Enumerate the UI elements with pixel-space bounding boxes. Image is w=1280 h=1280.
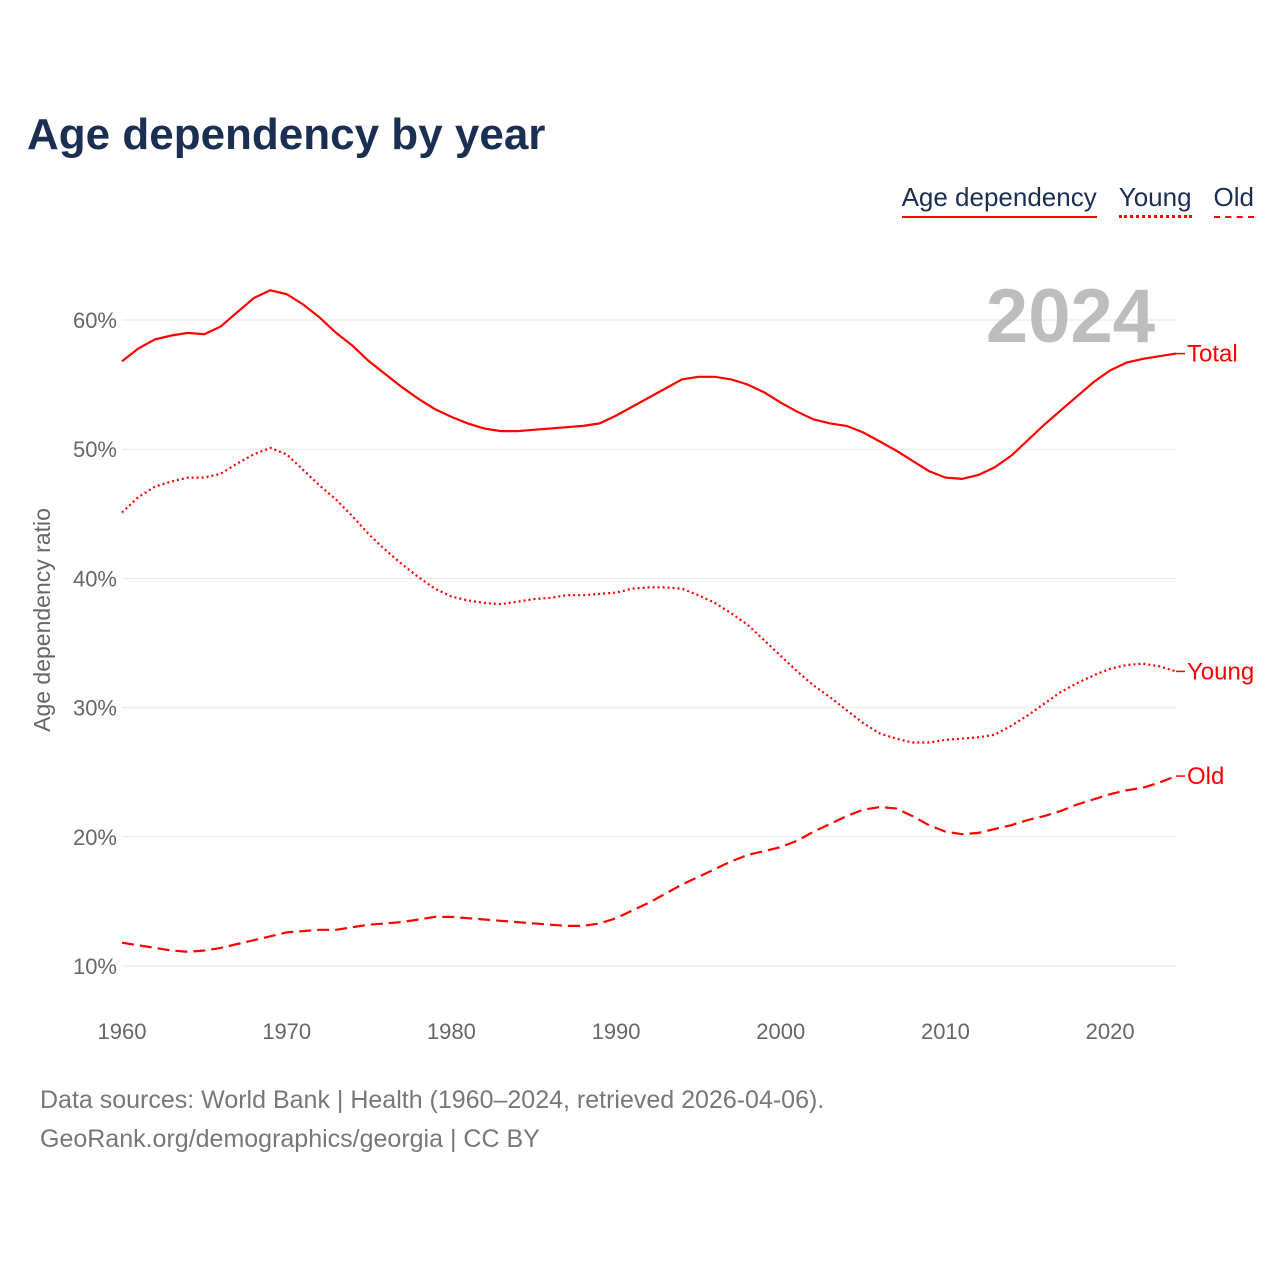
series-line-total — [121, 289, 1177, 481]
x-tick-label: 1960 — [98, 1019, 147, 1044]
legend-item-old[interactable]: Old — [1213, 182, 1254, 218]
footer-sources: Data sources: World Bank | Health (1960–… — [40, 1086, 825, 1114]
y-tick-label: 30% — [73, 696, 117, 721]
y-tick-label: 10% — [73, 954, 117, 979]
chart-title: Age dependency by year — [27, 110, 546, 159]
footer-link[interactable]: GeoRank.org/demographics/georgia | CC BY — [40, 1125, 540, 1153]
series-label-total: Total — [1187, 341, 1238, 368]
x-tick-label: 2020 — [1086, 1019, 1135, 1044]
y-axis-label: Age dependency ratio — [29, 508, 55, 732]
series-line-young — [121, 446, 1177, 744]
series-label-old: Old — [1187, 763, 1224, 790]
legend: Age dependency Young Old — [901, 182, 1254, 218]
series-label-young: Young — [1187, 658, 1254, 685]
series-line-old — [121, 775, 1177, 953]
legend-item-age-dependency[interactable]: Age dependency — [901, 182, 1097, 218]
y-tick-label: 20% — [73, 825, 117, 850]
x-tick-label: 2000 — [756, 1019, 805, 1044]
y-tick-label: 60% — [73, 308, 117, 333]
legend-item-young[interactable]: Young — [1118, 182, 1192, 218]
year-label: 2024 — [986, 274, 1155, 359]
x-tick-label: 1990 — [592, 1019, 641, 1044]
y-tick-label: 50% — [73, 437, 117, 462]
x-tick-label: 1980 — [427, 1019, 476, 1044]
y-tick-label: 40% — [73, 566, 117, 591]
x-tick-label: 1970 — [262, 1019, 311, 1044]
x-tick-label: 2010 — [921, 1019, 970, 1044]
